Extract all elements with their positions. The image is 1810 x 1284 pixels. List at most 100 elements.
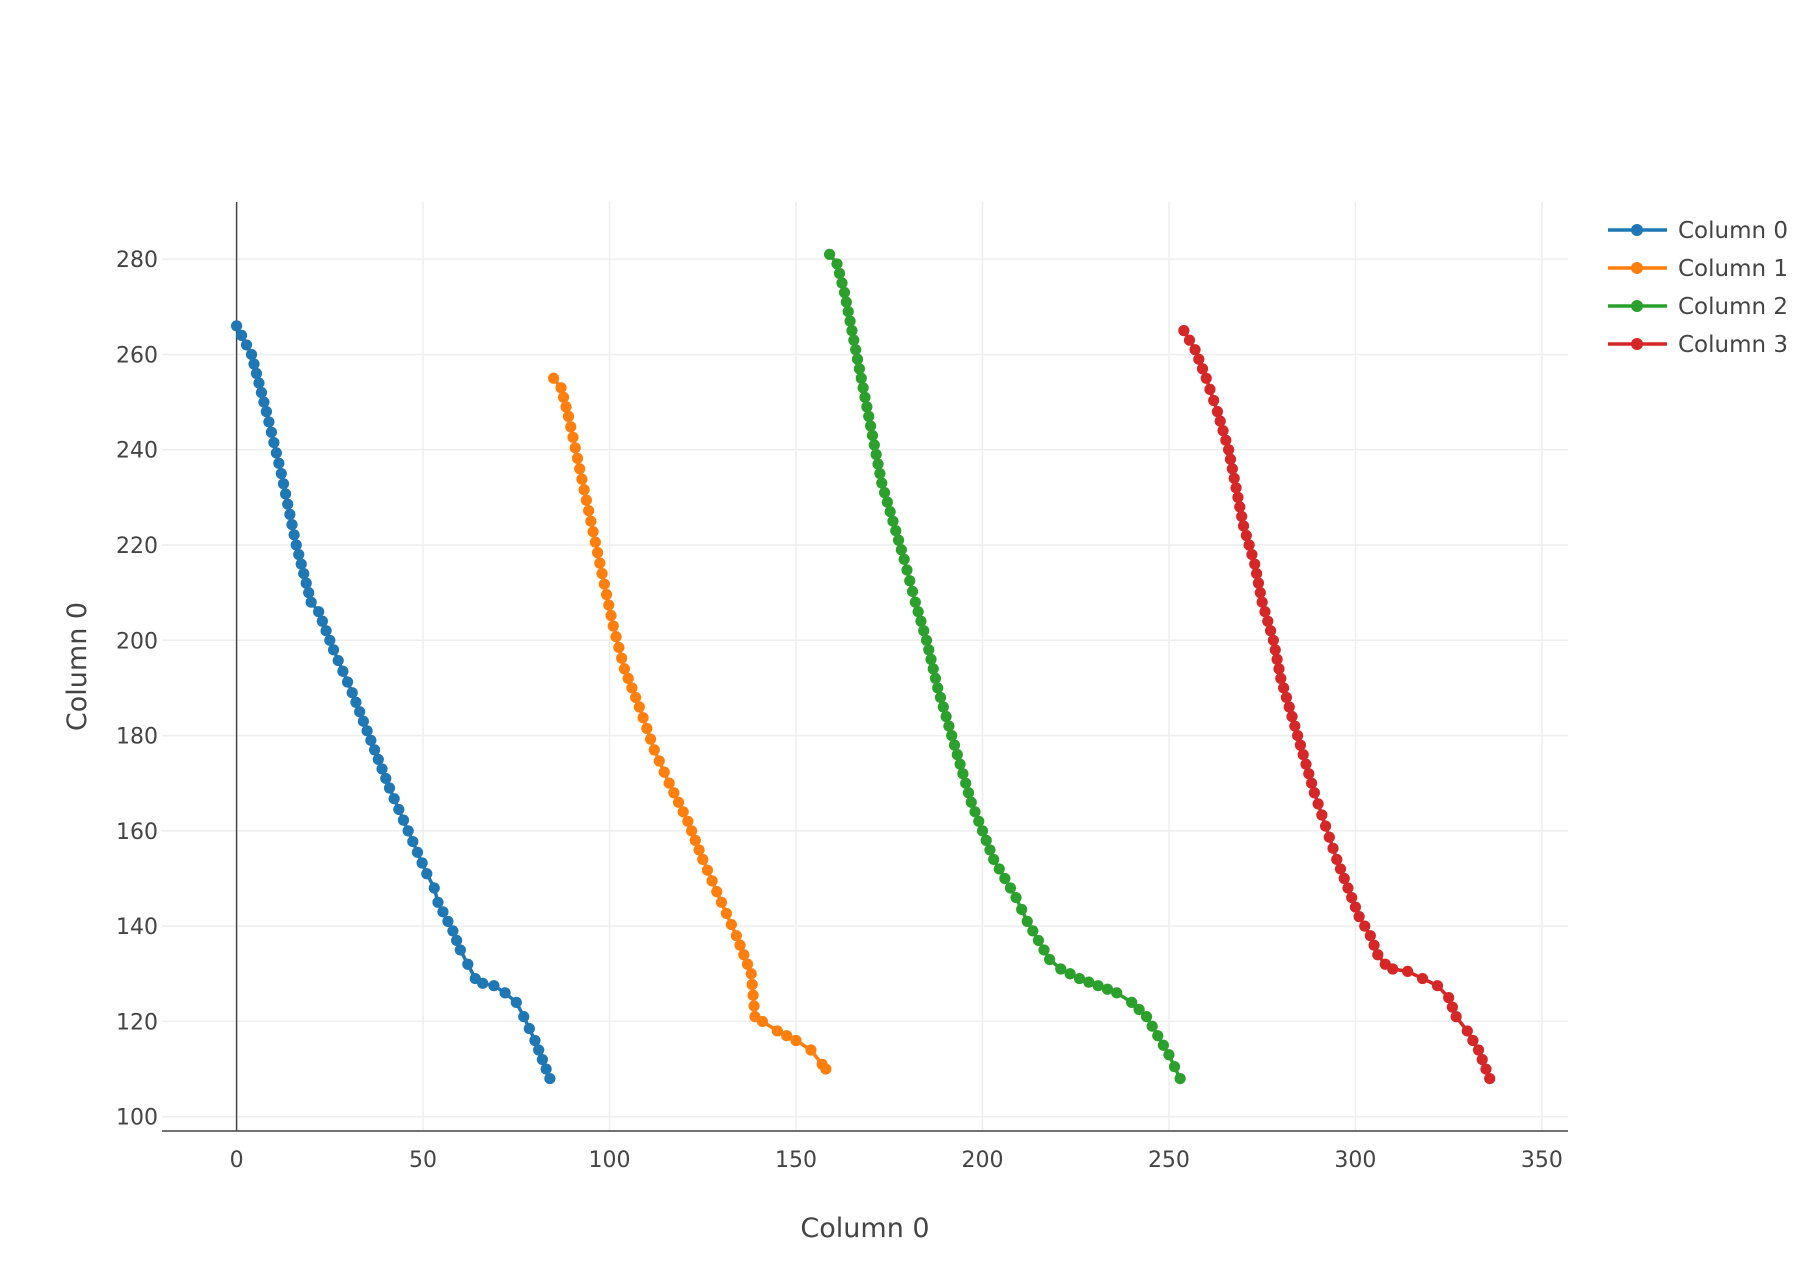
data-point [1303,768,1315,780]
data-point [300,577,312,589]
data-point [630,691,642,704]
data-point [677,806,689,818]
data-point [1055,963,1067,975]
data-point [1193,353,1205,365]
legend[interactable]: Column 0 Column 1 Column 2 Column 3 [1608,218,1788,358]
data-point [280,488,292,500]
data-point [576,473,588,485]
data-point [876,477,888,489]
data-point [748,1000,760,1012]
data-point [1092,980,1104,992]
data-point [354,706,366,718]
plot-series [230,248,1496,1085]
data-point [1267,634,1279,646]
legend-item[interactable]: Column 2 [1608,294,1788,320]
data-point [298,568,310,580]
data-point [1264,625,1277,637]
data-point [284,508,296,520]
data-point [1223,444,1235,456]
data-point [1021,915,1033,927]
data-point [1256,596,1268,608]
data-point [332,654,344,667]
data-point [421,868,433,880]
data-point [451,934,463,947]
data-point [1472,1044,1485,1056]
legend-item[interactable]: Column 0 [1608,218,1788,244]
data-point [1319,820,1332,832]
data-point [432,896,444,908]
data-point [1450,1011,1462,1023]
data-point [850,344,862,356]
data-point [560,401,572,413]
data-point [293,548,305,561]
y-tick-label: 100 [116,1106,158,1131]
data-point [1101,983,1114,995]
data-point [906,585,919,598]
data-point [1224,453,1237,465]
data-point [574,463,586,475]
data-point [756,1015,769,1028]
data-point [230,320,243,332]
legend-item[interactable]: Column 3 [1608,332,1788,358]
data-point [738,949,750,961]
data-point [286,518,298,531]
data-point [316,615,328,627]
data-point [1032,934,1045,947]
data-point [672,796,685,808]
x-tick-label: 0 [230,1148,244,1173]
data-point [1446,1001,1458,1013]
data-point [1027,925,1039,937]
data-point [1480,1063,1492,1075]
data-point [701,864,714,876]
data-point [544,1072,556,1085]
data-point [682,815,694,827]
data-point [626,682,638,694]
data-point [462,958,474,970]
data-point [1200,372,1212,384]
series-2 [823,248,1186,1085]
data-point [270,447,282,459]
data-point [637,712,649,724]
data-point [951,749,963,761]
data-point [596,568,608,580]
data-point [969,806,981,818]
data-point [1312,798,1324,810]
data-point [925,653,937,665]
data-point [235,329,248,341]
data-point [1275,672,1287,685]
y-tick-label: 220 [116,534,158,559]
legend-label: Column 2 [1678,294,1788,320]
data-point [580,494,593,506]
data-point [372,753,384,766]
legend-item[interactable]: Column 1 [1608,256,1788,282]
data-point [407,835,419,848]
data-point [957,768,969,780]
data-point [711,886,723,898]
data-point [565,421,577,433]
data-point [1368,939,1380,951]
data-point [518,1011,530,1023]
data-point [253,377,265,389]
data-point [1252,577,1265,589]
data-point [904,575,916,587]
data-point [960,777,972,789]
data-point [863,410,875,422]
data-point [416,857,428,869]
data-point [1372,949,1384,961]
data-point [1243,539,1255,551]
data-point [884,506,896,518]
series-line [552,377,828,1071]
data-point [361,725,373,737]
data-point [999,872,1011,885]
data-point [1387,963,1399,975]
data-point [1163,1049,1175,1061]
data-point [898,553,910,565]
data-point [923,644,935,656]
y-tick-label: 240 [116,439,158,464]
data-point [859,391,871,403]
data-point [383,782,396,794]
data-point [663,777,675,789]
data-point [1278,682,1290,694]
data-point [1349,901,1362,913]
